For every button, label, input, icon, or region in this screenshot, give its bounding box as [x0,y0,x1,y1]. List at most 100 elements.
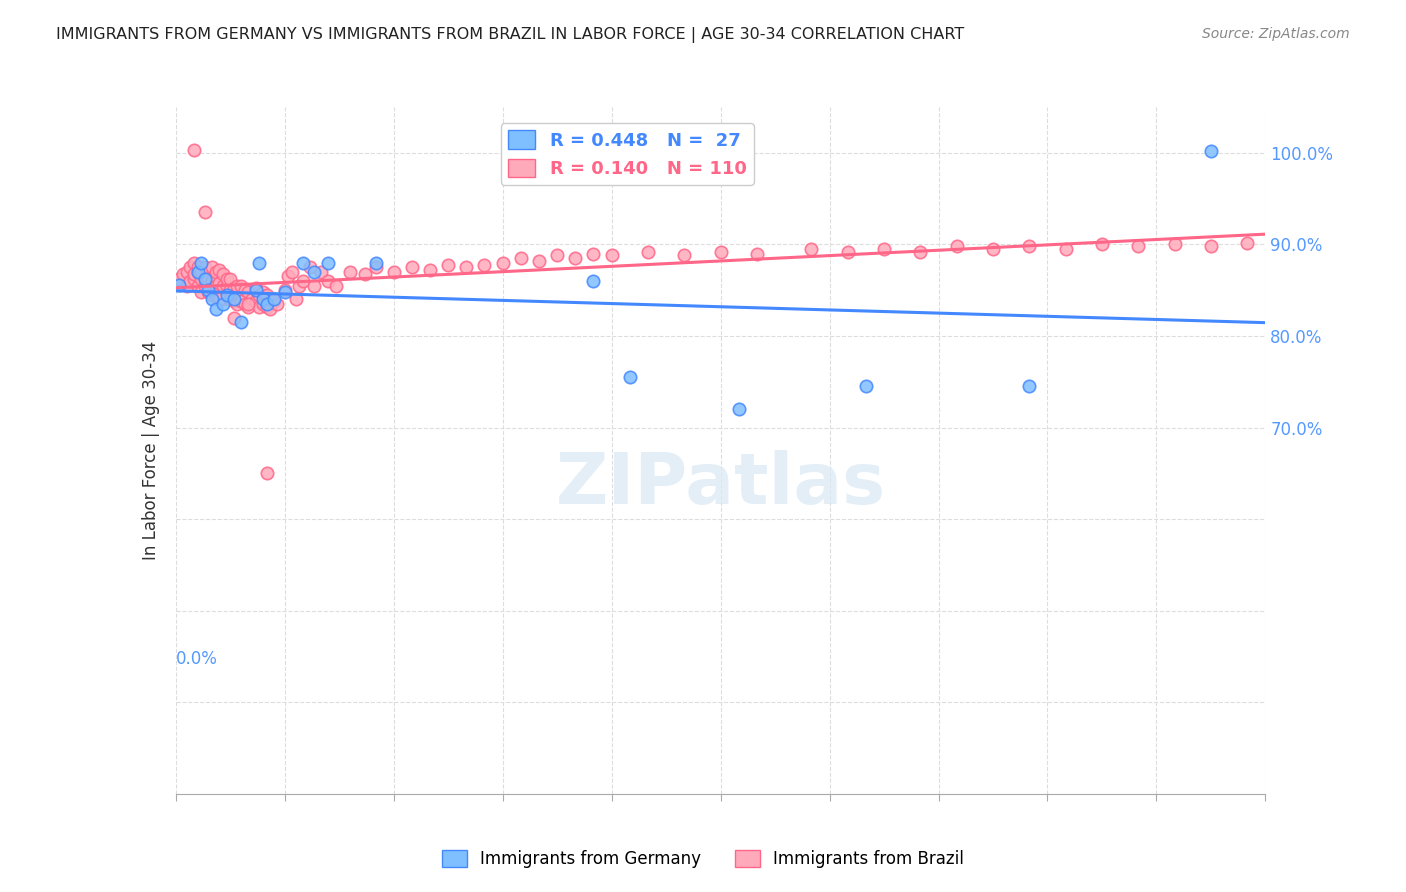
Point [1018,379,1040,393]
Point [582,246,605,260]
Point [183,143,205,157]
Point [238,285,260,299]
Point [582,274,605,288]
Point [281,265,304,279]
Point [284,293,307,307]
Point [245,281,267,295]
Point [981,242,1004,256]
Point [233,297,256,311]
Point [437,258,460,272]
Point [1199,239,1222,253]
Point [1091,237,1114,252]
Point [222,293,245,307]
Point [745,246,768,260]
Point [176,278,198,293]
Point [215,287,238,301]
Point [183,267,205,281]
Point [727,402,749,417]
Point [256,297,278,311]
Point [215,272,238,286]
Point [274,283,297,297]
Point [245,294,267,309]
Point [419,263,441,277]
Point [215,287,238,301]
Point [1163,237,1185,252]
Point [291,256,314,270]
Point [183,272,205,286]
Point [364,256,387,270]
Point [945,239,967,253]
Text: 0.0%: 0.0% [176,649,218,667]
Point [194,272,217,286]
Point [873,242,896,256]
Point [222,294,245,309]
Point [179,260,201,275]
Point [215,278,238,293]
Point [256,300,278,314]
Point [837,244,859,259]
Point [231,315,253,329]
Point [318,274,340,288]
Point [231,278,253,293]
Point [263,293,285,307]
Point [600,248,623,262]
Point [564,251,586,265]
Point [208,285,231,299]
Legend: R = 0.448   N =  27, R = 0.140   N = 110: R = 0.448 N = 27, R = 0.140 N = 110 [501,123,754,186]
Point [186,260,209,275]
Point [190,256,212,270]
Point [212,293,235,307]
Point [252,293,274,307]
Point [855,379,877,393]
Point [219,272,242,286]
Point [263,294,285,309]
Point [1054,242,1077,256]
Point [204,287,226,301]
Point [637,244,659,259]
Point [231,294,253,309]
Point [190,272,212,286]
Point [222,310,245,325]
Point [186,278,209,293]
Point [204,301,226,316]
Point [291,274,314,288]
Point [204,265,226,279]
Point [382,265,405,279]
Point [197,283,219,297]
Y-axis label: In Labor Force | Age 30-34: In Labor Force | Age 30-34 [142,341,160,560]
Point [456,260,478,275]
Point [401,260,423,275]
Point [190,265,212,279]
Point [186,265,209,279]
Text: Source: ZipAtlas.com: Source: ZipAtlas.com [1202,27,1350,41]
Point [226,278,249,293]
Point [238,300,260,314]
Point [256,467,278,481]
Point [325,278,347,293]
Point [208,276,231,290]
Point [910,244,932,259]
Point [245,283,267,297]
Text: IMMIGRANTS FROM GERMANY VS IMMIGRANTS FROM BRAZIL IN LABOR FORCE | AGE 30-34 COR: IMMIGRANTS FROM GERMANY VS IMMIGRANTS FR… [56,27,965,43]
Point [179,274,201,288]
Point [1199,144,1222,158]
Point [172,267,194,281]
Point [201,260,224,275]
Point [318,256,340,270]
Point [219,293,242,307]
Point [233,283,256,297]
Point [252,297,274,311]
Point [1018,239,1040,253]
Point [364,260,387,275]
Point [474,258,496,272]
Point [212,278,235,293]
Point [183,256,205,270]
Point [277,269,299,284]
Point [256,287,278,301]
Point [222,281,245,295]
Point [546,248,568,262]
Text: ZIPatlas: ZIPatlas [555,450,886,519]
Point [212,267,235,281]
Point [302,265,325,279]
Point [1128,239,1150,253]
